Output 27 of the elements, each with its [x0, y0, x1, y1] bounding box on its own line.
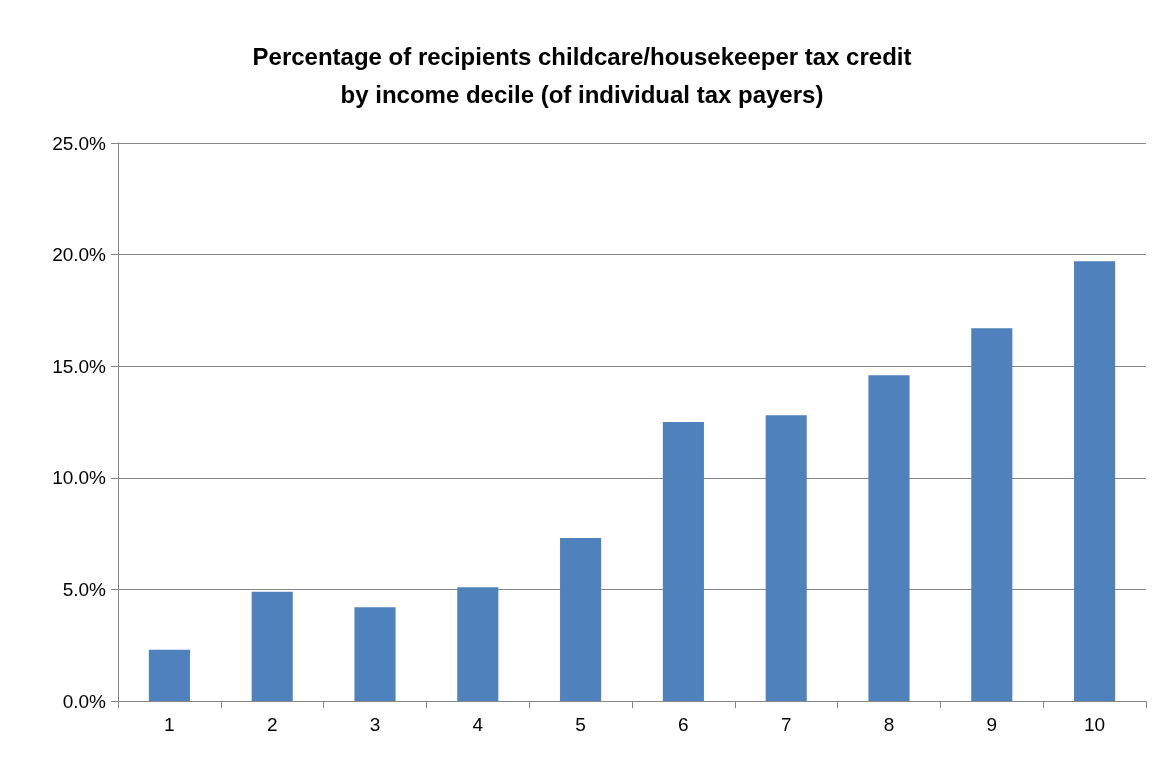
x-tick-label: 3	[369, 714, 381, 735]
bar	[560, 538, 602, 701]
x-tick-label: 9	[986, 714, 998, 735]
x-tick-label: 7	[780, 714, 792, 735]
x-tick-label: 4	[472, 714, 484, 735]
chart-title: Percentage of recipients childcare/housekeeper tax credit by income decile (of individual tax payers)	[252, 42, 912, 108]
bar	[868, 375, 910, 701]
x-tick-label: 5	[575, 714, 586, 735]
x-tick-label: 10	[1084, 714, 1106, 735]
bar	[457, 587, 499, 701]
x-tick-label: 2	[266, 714, 278, 735]
bar	[251, 591, 293, 701]
bar	[148, 649, 190, 701]
y-tick-label: 5.0%	[62, 578, 107, 600]
x-tick-label: 1	[164, 714, 175, 735]
y-tick-label: 15.0%	[52, 355, 107, 377]
bar	[971, 328, 1013, 701]
y-tick-label: 25.0%	[52, 132, 107, 154]
x-tick-label: 6	[678, 714, 689, 735]
bar	[1074, 261, 1116, 701]
bar	[662, 422, 704, 701]
y-tick-label: 0.0%	[62, 690, 107, 712]
y-tick-label: 10.0%	[52, 467, 107, 489]
bar	[354, 607, 396, 701]
x-tick-label: 8	[883, 714, 895, 735]
y-tick-label: 20.0%	[52, 244, 107, 266]
bar	[765, 415, 807, 701]
